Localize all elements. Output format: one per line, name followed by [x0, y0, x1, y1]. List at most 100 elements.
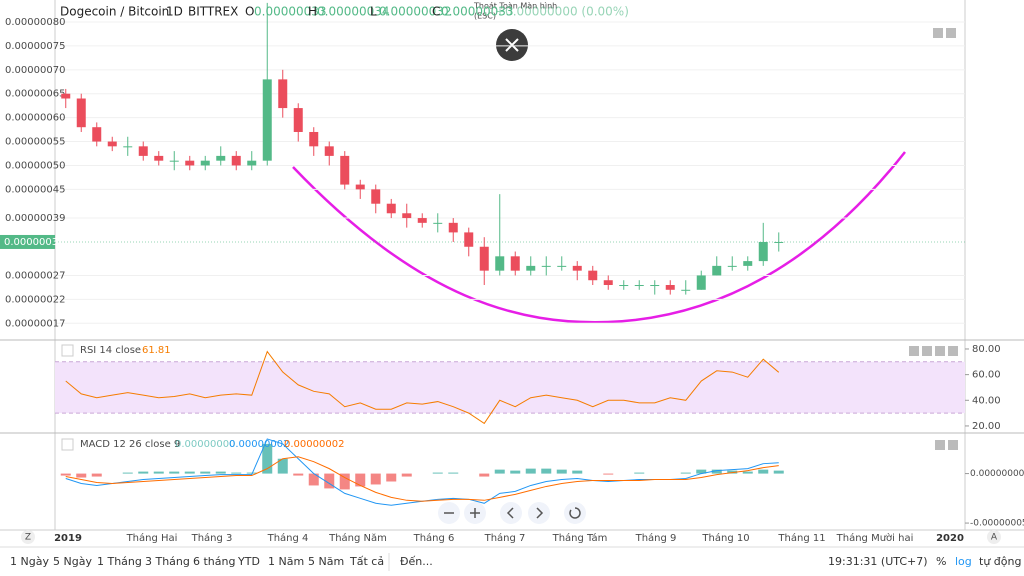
log-toggle[interactable]: log: [955, 555, 972, 568]
candle-body: [743, 261, 753, 266]
range-button[interactable]: YTD: [237, 555, 260, 568]
candle-body: [603, 280, 613, 286]
histogram-bar: [308, 473, 319, 486]
close-fullscreen-button[interactable]: [496, 29, 528, 61]
x-tick-label: Tháng 4: [267, 532, 309, 544]
ohlc-value: 0.00000032: [379, 5, 452, 19]
ohlc-key: O: [245, 5, 254, 19]
x-tick-label: Tháng 3: [191, 532, 233, 544]
histogram-bar: [758, 469, 769, 474]
reset[interactable]: [564, 502, 586, 524]
candle-body: [138, 146, 148, 156]
y-tick-label: 0.00000039: [5, 213, 65, 224]
panel-button[interactable]: [948, 440, 958, 450]
ohlc-key: L: [370, 5, 377, 19]
candle-body: [495, 256, 505, 271]
scroll-right[interactable]: [528, 502, 550, 524]
histogram-bar: [262, 443, 273, 474]
y-tick-label: 40.00: [972, 395, 1001, 406]
candle-body: [727, 265, 737, 267]
range-button[interactable]: 1 Ngày: [10, 555, 49, 568]
candle-body: [123, 146, 133, 148]
goto-button[interactable]: Đến...: [400, 555, 433, 568]
ohlc-value: 0.00000034: [317, 5, 390, 19]
panel-button[interactable]: [909, 346, 919, 356]
collapse-button[interactable]: [61, 438, 74, 451]
close-icon: [505, 38, 519, 52]
x-tick-label: 2020: [936, 533, 964, 544]
scale-button[interactable]: [21, 530, 35, 544]
histogram-bar: [680, 472, 691, 474]
candle-body: [588, 270, 598, 281]
x-tick-label: Tháng Tám: [552, 532, 608, 544]
panel-button[interactable]: [935, 346, 945, 356]
histogram-bar: [742, 471, 753, 474]
x-tick-label: Tháng 6: [413, 532, 455, 544]
histogram-bar: [603, 473, 614, 475]
panel-button[interactable]: [922, 346, 932, 356]
y-tick-label: 0.00000045: [5, 184, 65, 195]
panel-title: MACD 12 26 close 9: [80, 439, 180, 450]
range-button[interactable]: 1 Tháng: [97, 555, 142, 568]
collapse-button[interactable]: [61, 344, 74, 357]
range-button[interactable]: 5 Ngày: [53, 555, 92, 568]
scale-right: A: [991, 533, 998, 543]
percent-toggle[interactable]: %: [936, 555, 946, 568]
histogram-bar: [169, 471, 180, 474]
histogram-bar: [525, 468, 536, 474]
panel-button[interactable]: [935, 440, 945, 450]
range-button[interactable]: 1 Năm: [268, 555, 304, 568]
candle-body: [386, 203, 396, 214]
icon: [569, 507, 581, 519]
symbol-title: Dogecoin / Bitcoin: [60, 5, 169, 19]
overlay-key: (ESC): [474, 12, 496, 21]
panel-button[interactable]: [948, 346, 958, 356]
histogram-bar: [401, 473, 412, 477]
y-tick-label: 20.00: [972, 421, 1001, 432]
candle-body: [634, 285, 644, 287]
candle-body: [433, 222, 443, 224]
rsi-reading: 61.81: [142, 345, 171, 356]
candle-body: [92, 127, 102, 142]
candle-body: [541, 265, 551, 267]
histogram-bar: [215, 471, 226, 474]
scroll-left[interactable]: [500, 502, 522, 524]
y-tick-label: 0.00000000: [970, 469, 1024, 479]
y-tick-label: 60.00: [972, 370, 1001, 381]
range-button[interactable]: Tất cả: [349, 555, 384, 568]
x-tick-label: Tháng Mười hai: [836, 532, 914, 544]
y-tick-label: 80.00: [972, 344, 1001, 355]
y-tick-label: 0.00000080: [5, 17, 65, 28]
overlay-hint: Thoát Toàn Màn hình: [473, 2, 557, 11]
ohlc-value: 0.00000033: [441, 5, 514, 19]
range-button[interactable]: 6 tháng: [193, 555, 235, 568]
scale-left: Z: [25, 533, 31, 543]
range-button[interactable]: 5 Năm: [308, 555, 344, 568]
auto-toggle[interactable]: tự động: [979, 555, 1021, 568]
histogram-bar: [386, 473, 397, 482]
histogram-bar: [246, 472, 257, 474]
histogram-bar: [572, 470, 583, 474]
histogram-bar: [122, 472, 133, 474]
candle-body: [526, 265, 536, 271]
panel-buttons: [61, 28, 958, 451]
histogram-bar: [324, 473, 335, 489]
icon: [506, 507, 514, 519]
candle-body: [262, 79, 272, 161]
candle-body: [216, 155, 226, 161]
panel-title: RSI 14 close: [80, 345, 141, 356]
histogram-bar: [153, 471, 164, 474]
candle-body: [107, 141, 117, 147]
candle-body: [231, 155, 241, 166]
panel-button[interactable]: [933, 28, 943, 38]
candle-body: [464, 232, 474, 247]
range-button[interactable]: 3 Tháng: [145, 555, 190, 568]
candle-body: [293, 108, 303, 132]
histogram-bar: [200, 471, 211, 474]
x-tick-label: Tháng 7: [484, 532, 526, 544]
candle-body: [696, 275, 706, 290]
scale-button[interactable]: [987, 530, 1001, 544]
candle-body: [76, 98, 86, 128]
candle-body: [309, 131, 319, 147]
panel-button[interactable]: [946, 28, 956, 38]
